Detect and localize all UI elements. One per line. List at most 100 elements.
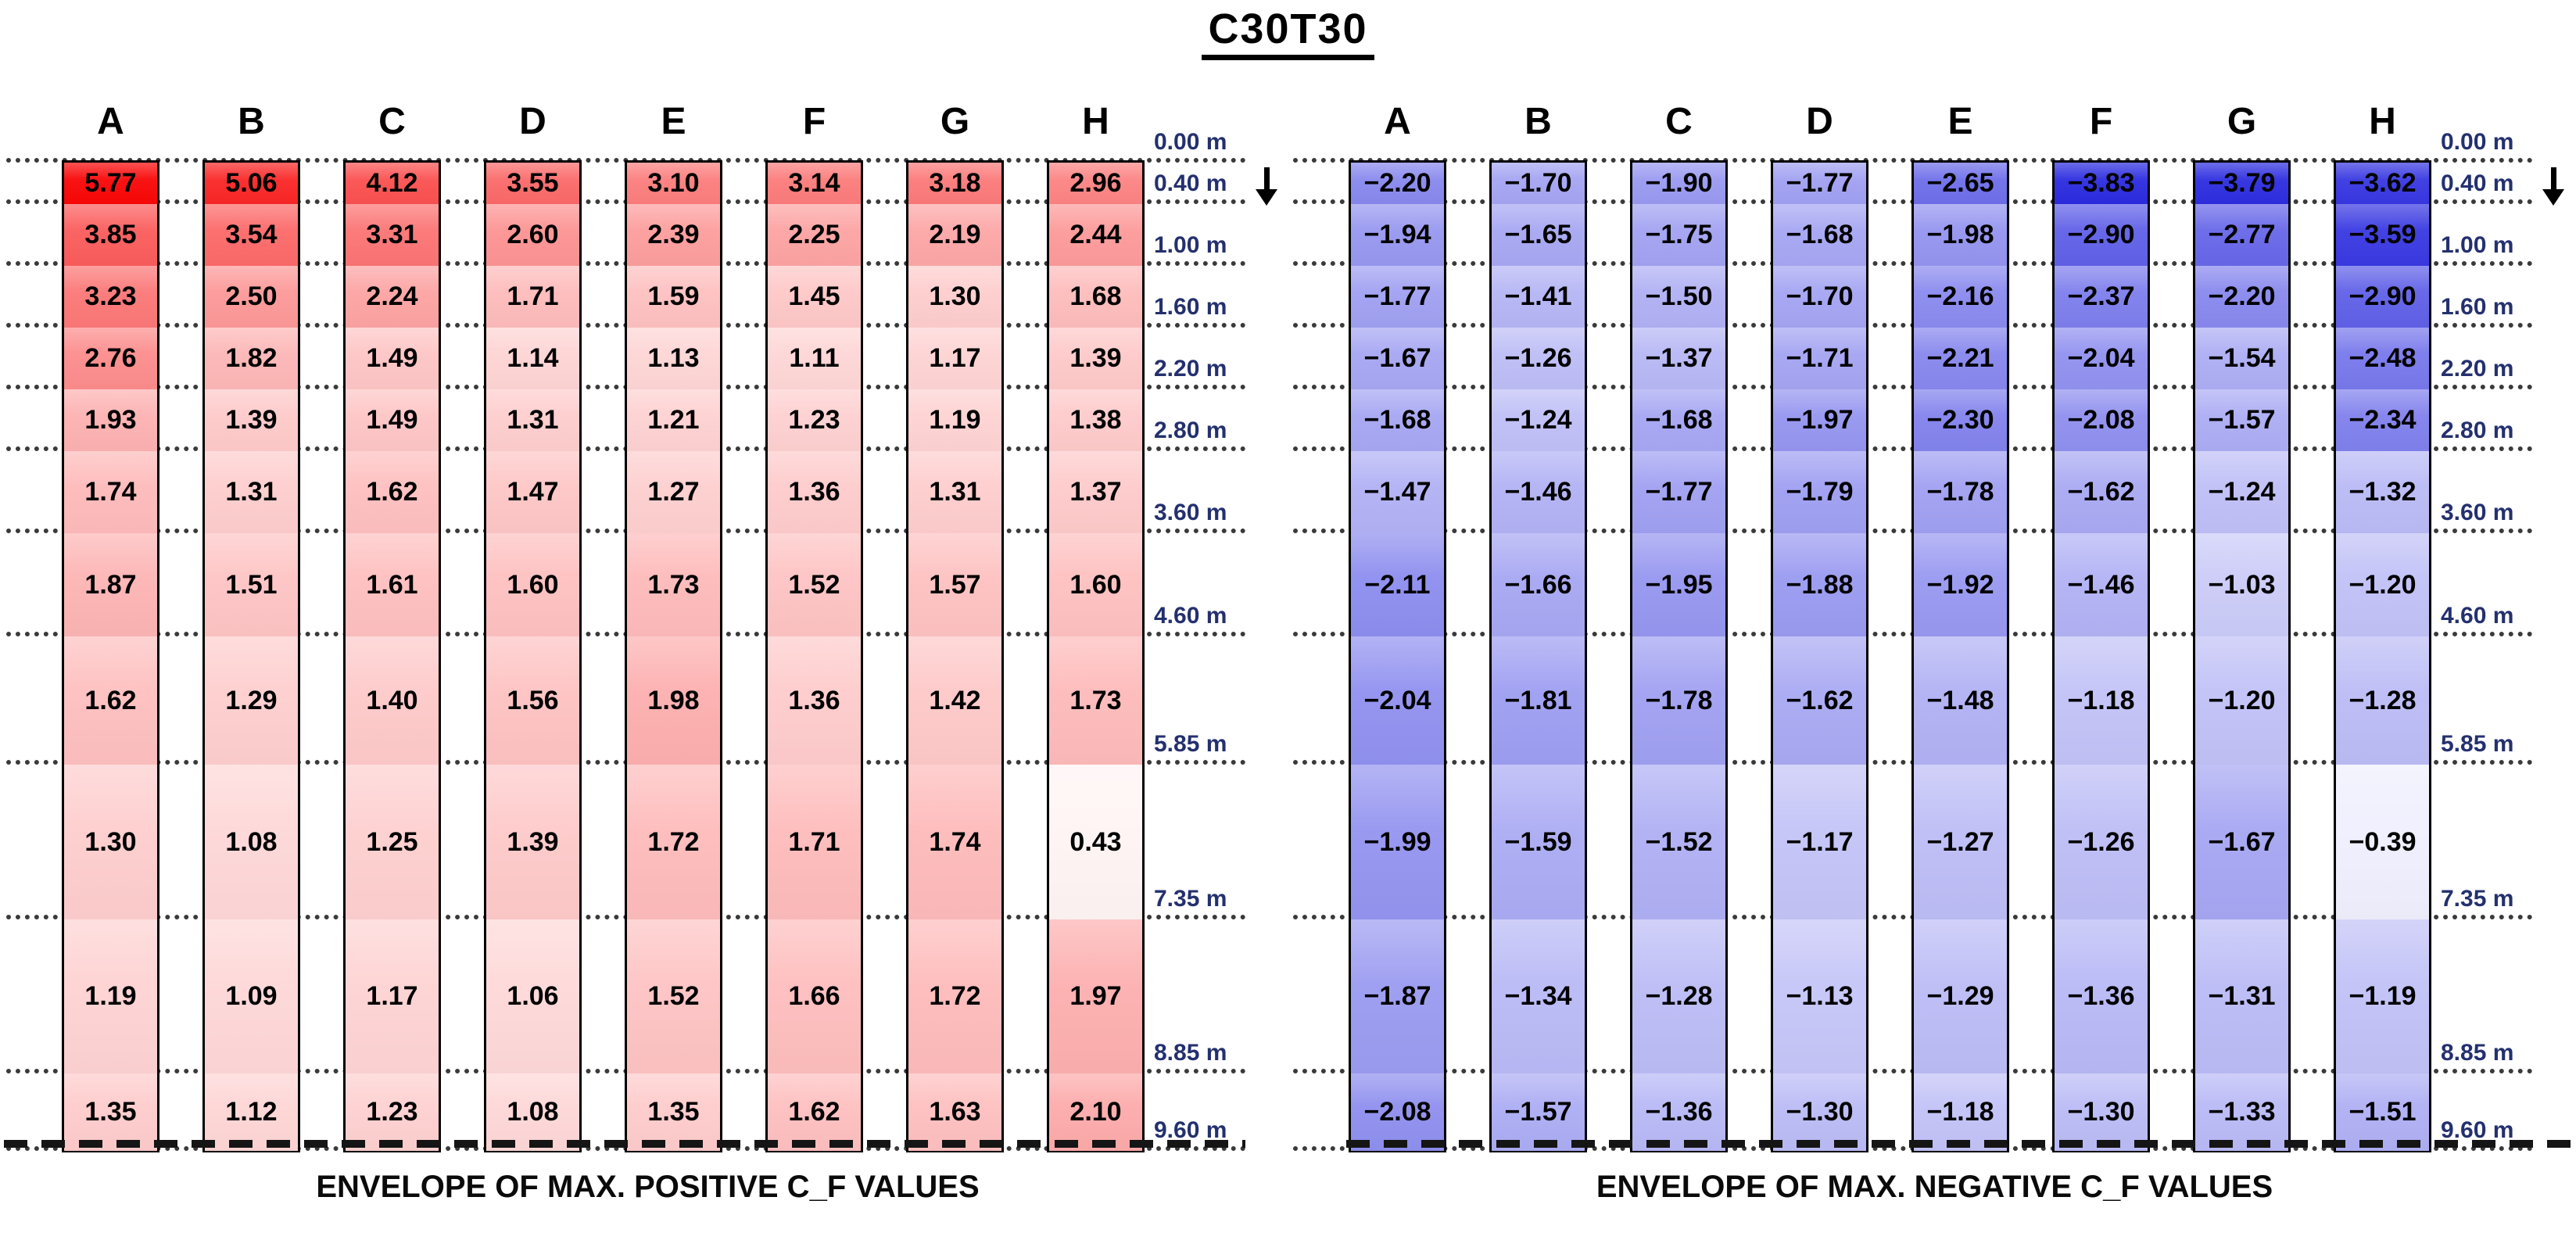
heatmap-cell: −2.90 [2055,204,2148,266]
heatmap-cell: −1.47 [1351,451,1444,533]
heatmap-cell: −2.08 [2055,389,2148,451]
heatmap-cell: 1.39 [1049,328,1142,389]
heatmap-cell: −1.68 [1773,204,1866,266]
heatmap-cell: −1.79 [1773,451,1866,533]
heatmap-cell: −1.03 [2195,533,2288,636]
heatmap-cell: −2.20 [2195,266,2288,328]
heatmap-cell: −1.67 [2195,765,2288,919]
heatmap-cell: 3.18 [908,163,1001,204]
heatmap-cell: −1.20 [2336,533,2429,636]
heatmap-column: 4.12 3.31 2.24 1.49 1.49 1.62 1.61 1.40 1.25 1.17… [343,160,441,1152]
heatmap-cell: 1.12 [205,1073,298,1151]
heatmap-cell: −1.75 [1632,204,1725,266]
heatmap-cell: −3.62 [2336,163,2429,204]
heatmap-cell: 2.24 [346,266,439,328]
heatmap-column: 3.14 2.25 1.45 1.11 1.23 1.36 1.52 1.36 1.71 1.66… [765,160,863,1152]
heatmap-cell: 1.49 [346,389,439,451]
heatmap-column: 3.10 2.39 1.59 1.13 1.21 1.27 1.73 1.98 1.72 1.52… [625,160,722,1152]
heatmap-cell: −3.59 [2336,204,2429,266]
heatmap-cell: 1.45 [768,266,861,328]
heatmap-cell: 3.85 [64,204,157,266]
heatmap-cell: 1.17 [346,919,439,1073]
heatmap-cell: 1.08 [486,1073,579,1151]
heatmap-cell: −1.57 [1492,1073,1585,1151]
heatmap-cell: 1.13 [627,328,720,389]
column-header: E [1947,101,1973,142]
heatmap-cell: 1.21 [627,389,720,451]
heatmap-cell: −1.30 [2055,1073,2148,1151]
heatmap-cell: 2.39 [627,204,720,266]
heatmap-cell: −1.88 [1773,533,1866,636]
heatmap-cell: 5.06 [205,163,298,204]
heatmap-column: 5.77 3.85 3.23 2.76 1.93 1.74 1.87 1.62 1.30 1.19… [62,160,159,1152]
heatmap-cell: 1.19 [908,389,1001,451]
heatmap-cell: 1.57 [908,533,1001,636]
column-header: A [97,101,124,142]
column-header: F [802,101,826,142]
heatmap-cell: 2.96 [1049,163,1142,204]
heatmap-cell: −2.16 [1914,266,2007,328]
down-arrow-head [2542,189,2564,206]
depth-tick-label: 1.00 m [2436,231,2519,260]
column-header: H [2369,101,2396,142]
heatmap-cell: 1.27 [627,451,720,533]
heatmap-cell: −1.28 [1632,919,1725,1073]
heatmap-cell: −1.32 [2336,451,2429,533]
heatmap-cell: −1.24 [2195,451,2288,533]
heatmap-cell: 1.62 [64,636,157,765]
heatmap-cell: 1.09 [205,919,298,1073]
heatmap-cell: −1.36 [2055,919,2148,1073]
column-header: F [2089,101,2113,142]
heatmap-cell: 3.54 [205,204,298,266]
heatmap-cell: 1.72 [627,765,720,919]
heatmap-cell: 1.98 [627,636,720,765]
heatmap-cell: 1.42 [908,636,1001,765]
heatmap-cell: −2.04 [1351,636,1444,765]
depth-tick-label: 7.35 m [2436,884,2519,914]
panel-max-positive: ENVELOPE OF MAX. POSITIVE C_F VALUES A 5.… [4,0,1289,1240]
heatmap-cell: 2.60 [486,204,579,266]
heatmap-cell: 1.39 [486,765,579,919]
depth-tick-label: 2.80 m [2436,416,2519,446]
heatmap-cell: −1.71 [1773,328,1866,389]
heatmap-cell: 4.12 [346,163,439,204]
heatmap-cell: 1.31 [486,389,579,451]
heatmap-cell: 1.23 [346,1073,439,1151]
column-header: G [940,101,970,142]
depth-tick-label: 2.20 m [1149,354,1232,384]
heatmap-cell: 1.74 [908,765,1001,919]
heatmap-cell: −2.77 [2195,204,2288,266]
column-header: B [238,101,265,142]
heatmap-cell: 1.97 [1049,919,1142,1073]
heatmap-cell: −1.97 [1773,389,1866,451]
heatmap-cell: 1.51 [205,533,298,636]
heatmap-column: −1.90 −1.75 −1.50 −1.37 −1.68 −1.77 −1.95 −1.78… [1630,160,1728,1152]
panel-caption: ENVELOPE OF MAX. NEGATIVE C_F VALUES [1596,1170,2273,1204]
column-header: E [661,101,686,142]
heatmap-cell: −2.11 [1351,533,1444,636]
depth-tick-label: 5.85 m [2436,729,2519,759]
heatmap-cell: 1.23 [768,389,861,451]
heatmap-cell: 1.19 [64,919,157,1073]
heatmap-cell: 1.63 [908,1073,1001,1151]
heatmap-cell: 1.62 [346,451,439,533]
heatmap-cell: 1.14 [486,328,579,389]
heatmap-cell: −1.46 [1492,451,1585,533]
heatmap-cell: −1.70 [1773,266,1866,328]
depth-tick-label: 8.85 m [1149,1038,1232,1068]
column-header: C [378,101,406,142]
heatmap-cell: −1.57 [2195,389,2288,451]
heatmap-cell: 1.38 [1049,389,1142,451]
heatmap-cell: −2.30 [1914,389,2007,451]
heatmap-cell: −1.50 [1632,266,1725,328]
heatmap-cell: 2.44 [1049,204,1142,266]
heatmap-cell: −2.90 [2336,266,2429,328]
heatmap-cell: 1.17 [908,328,1001,389]
heatmap-column: −1.77 −1.68 −1.70 −1.71 −1.97 −1.79 −1.88 −1.62… [1771,160,1868,1152]
heatmap-cell: 1.39 [205,389,298,451]
column-header: D [519,101,546,142]
depth-tick-label: 0.00 m [1149,127,1232,157]
heatmap-cell: 1.71 [768,765,861,919]
heatmap-column: 2.96 2.44 1.68 1.39 1.38 1.37 1.60 1.73 0.43 1.97… [1047,160,1145,1152]
